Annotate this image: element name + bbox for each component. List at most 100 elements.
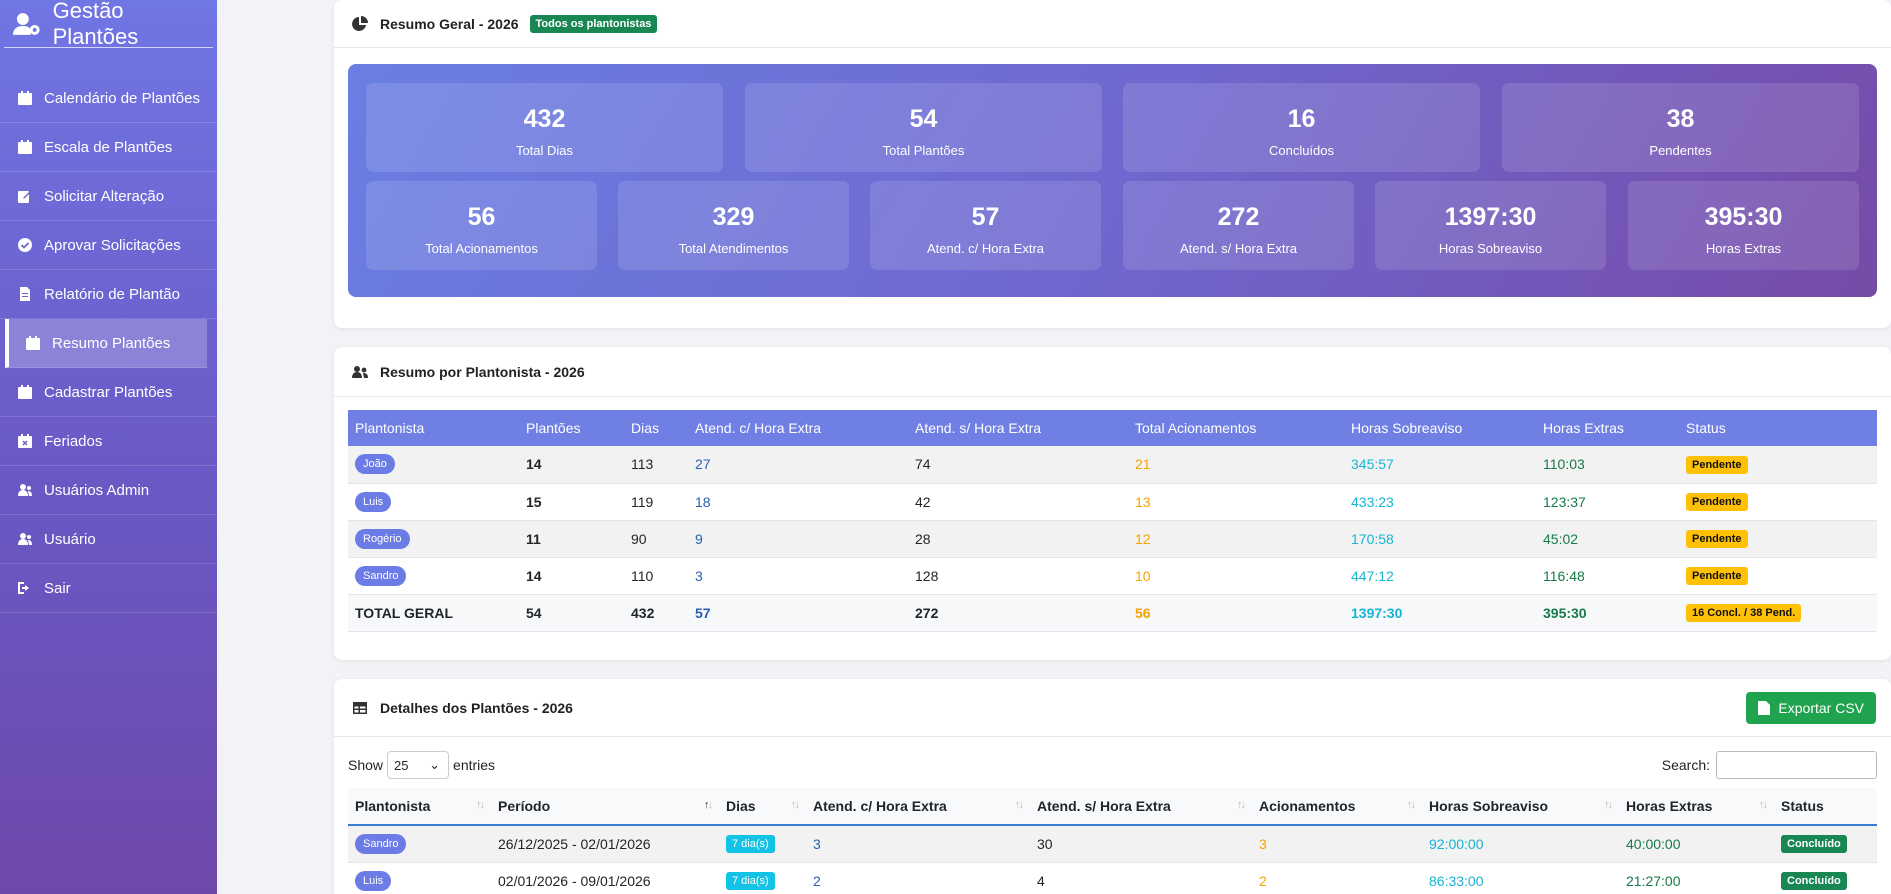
col-horas-sobreaviso: Horas Sobreaviso xyxy=(1344,410,1536,446)
stat-atend-sem-he: 272 Atend. s/ Hora Extra xyxy=(1123,181,1354,270)
stat-total-atendimentos: 329 Total Atendimentos xyxy=(618,181,849,270)
entries-select[interactable]: 25 ⌄ xyxy=(387,751,450,779)
col-dias: Dias xyxy=(624,410,688,446)
plantonista-badge: Sandro xyxy=(355,565,407,586)
sidebar-item-label: Calendário de Plantões xyxy=(44,89,200,107)
stat-value: 432 xyxy=(523,105,566,133)
search-input[interactable] xyxy=(1716,751,1877,779)
cell-plantoes: 11 xyxy=(519,520,624,558)
summary-panel: 432 Total Dias 54 Total Plantões 16 Conc… xyxy=(348,64,1877,297)
col-status: Status xyxy=(1679,410,1877,446)
cell-sobreaviso: 433:23 xyxy=(1344,483,1536,521)
cell-acionamentos: 2 xyxy=(1252,862,1422,894)
resumo-plantonista-header: Resumo por Plantonista - 2026 xyxy=(334,347,1891,397)
sidebar-item-label: Relatório de Plantão xyxy=(44,285,180,303)
col-atend-sem-he[interactable]: Atend. s/ Hora Extra ↑↓ xyxy=(1030,788,1252,826)
col-periodo[interactable]: Período ↑↓ xyxy=(491,788,719,826)
sidebar-item-aprovar[interactable]: Aprovar Solicitações xyxy=(0,221,217,270)
calendar-icon xyxy=(17,91,32,106)
stat-atend-com-he: 57 Atend. c/ Hora Extra xyxy=(870,181,1101,270)
stat-concluidos: 16 Concluídos xyxy=(1123,83,1480,172)
sort-icon: ↑↓ xyxy=(791,799,800,811)
col-acionamentos[interactable]: Acionamentos ↑↓ xyxy=(1252,788,1422,826)
sign-out-icon xyxy=(17,581,32,596)
user-cog-icon xyxy=(13,12,40,35)
col-plantonista: Plantonista xyxy=(348,410,519,446)
stat-label: Total Atendimentos xyxy=(678,241,789,256)
cell-extras: 110:03 xyxy=(1536,446,1679,484)
sidebar-item-usuarios-admin[interactable]: Usuários Admin xyxy=(0,466,217,515)
cell-sobreaviso: 345:57 xyxy=(1344,446,1536,484)
col-horas-extras[interactable]: Horas Extras ↑↓ xyxy=(1619,788,1774,826)
calendar-icon xyxy=(25,336,40,351)
resumo-plantonista-title: Resumo por Plantonista - 2026 xyxy=(380,363,585,380)
sidebar-item-usuario[interactable]: Usuário xyxy=(0,515,217,564)
sidebar-item-escala[interactable]: Escala de Plantões xyxy=(0,123,217,172)
sidebar-item-resumo[interactable]: Resumo Plantões xyxy=(5,319,207,368)
cell-dias: 113 xyxy=(624,446,688,484)
cell-acionamentos: 10 xyxy=(1128,557,1344,595)
sort-icon: ↑↓ xyxy=(1015,799,1024,811)
col-horas-extras: Horas Extras xyxy=(1536,410,1679,446)
col-dias[interactable]: Dias ↑↓ xyxy=(719,788,806,826)
total-plantoes: 54 xyxy=(519,594,624,632)
cell-extras: 123:37 xyxy=(1536,483,1679,521)
days-badge: 7 dia(s) xyxy=(726,835,775,854)
brand[interactable]: Gestão Plantões xyxy=(4,0,213,49)
stat-horas-extras: 395:30 Horas Extras xyxy=(1628,181,1859,270)
total-sobreaviso: 1397:30 xyxy=(1344,594,1536,632)
col-status[interactable]: Status xyxy=(1774,788,1877,826)
detalhes-title: Detalhes dos Plantões - 2026 xyxy=(380,699,573,716)
cell-dias: 90 xyxy=(624,520,688,558)
entries-value: 25 xyxy=(394,757,409,773)
sidebar-item-sair[interactable]: Sair xyxy=(0,564,217,613)
sort-icon: ↑↓ xyxy=(1407,799,1416,811)
stat-value: 1397:30 xyxy=(1444,203,1537,231)
sidebar-item-cadastrar[interactable]: Cadastrar Plantões xyxy=(0,368,217,417)
cell-plantoes: 14 xyxy=(519,446,624,484)
stat-label: Total Dias xyxy=(515,143,574,158)
calendar-x-icon xyxy=(17,434,32,449)
sidebar-item-relatorio[interactable]: Relatório de Plantão xyxy=(0,270,217,319)
sidebar-item-label: Escala de Plantões xyxy=(44,138,173,156)
cell-sobreaviso: 447:12 xyxy=(1344,557,1536,595)
plantonista-badge: Luis xyxy=(355,491,392,512)
total-dias: 432 xyxy=(624,594,688,632)
sidebar-item-calendario[interactable]: Calendário de Plantões xyxy=(0,74,217,123)
sidebar-item-label: Solicitar Alteração xyxy=(44,187,165,205)
plantonista-badge: João xyxy=(355,454,395,475)
cell-acionamentos: 21 xyxy=(1128,446,1344,484)
entries-label: entries xyxy=(453,757,496,773)
stat-label: Horas Sobreaviso xyxy=(1438,241,1543,256)
stat-total-plantoes: 54 Total Plantões xyxy=(745,83,1102,172)
table-row: Luis 02/01/2026 - 09/01/2026 7 dia(s) 2 … xyxy=(348,862,1877,894)
status-badge: Pendente xyxy=(1686,530,1748,548)
sidebar-item-solicitar[interactable]: Solicitar Alteração xyxy=(0,172,217,221)
sidebar-item-label: Aprovar Solicitações xyxy=(44,236,181,254)
col-plantonista[interactable]: Plantonista ↑↓ xyxy=(348,788,491,826)
status-badge: Pendente xyxy=(1686,455,1748,474)
stat-total-acionamentos: 56 Total Acionamentos xyxy=(366,181,597,270)
cell-sem-he: 42 xyxy=(908,483,1128,521)
col-atend-sem-he: Atend. s/ Hora Extra xyxy=(908,410,1128,446)
cell-com-he: 2 xyxy=(806,862,1030,894)
stat-label: Pendentes xyxy=(1649,143,1712,158)
col-atend-com-he[interactable]: Atend. c/ Hora Extra ↑↓ xyxy=(806,788,1030,826)
sort-icon: ↑↓ xyxy=(1604,799,1613,811)
col-plantoes: Plantões xyxy=(519,410,624,446)
export-csv-button[interactable]: Exportar CSV xyxy=(1746,691,1876,724)
stat-value: 54 xyxy=(909,105,938,133)
cell-dias: 110 xyxy=(624,557,688,595)
stat-label: Concluídos xyxy=(1268,143,1335,158)
sidebar-item-feriados[interactable]: Feriados xyxy=(0,417,217,466)
chevron-down-icon: ⌄ xyxy=(429,757,441,772)
resumo-geral-title: Resumo Geral - 2026 xyxy=(380,15,519,32)
brand-title: Gestão Plantões xyxy=(52,0,139,49)
resumo-geral-card: Resumo Geral - 2026 Todos os plantonista… xyxy=(334,0,1891,328)
calendar-icon xyxy=(17,385,32,400)
stat-value: 38 xyxy=(1666,105,1695,133)
cell-sem-he: 30 xyxy=(1030,825,1252,863)
days-badge: 7 dia(s) xyxy=(726,872,775,890)
col-horas-sobreaviso[interactable]: Horas Sobreaviso ↑↓ xyxy=(1422,788,1619,826)
sidebar-nav: Calendário de Plantões Escala de Plantõe… xyxy=(0,74,217,613)
